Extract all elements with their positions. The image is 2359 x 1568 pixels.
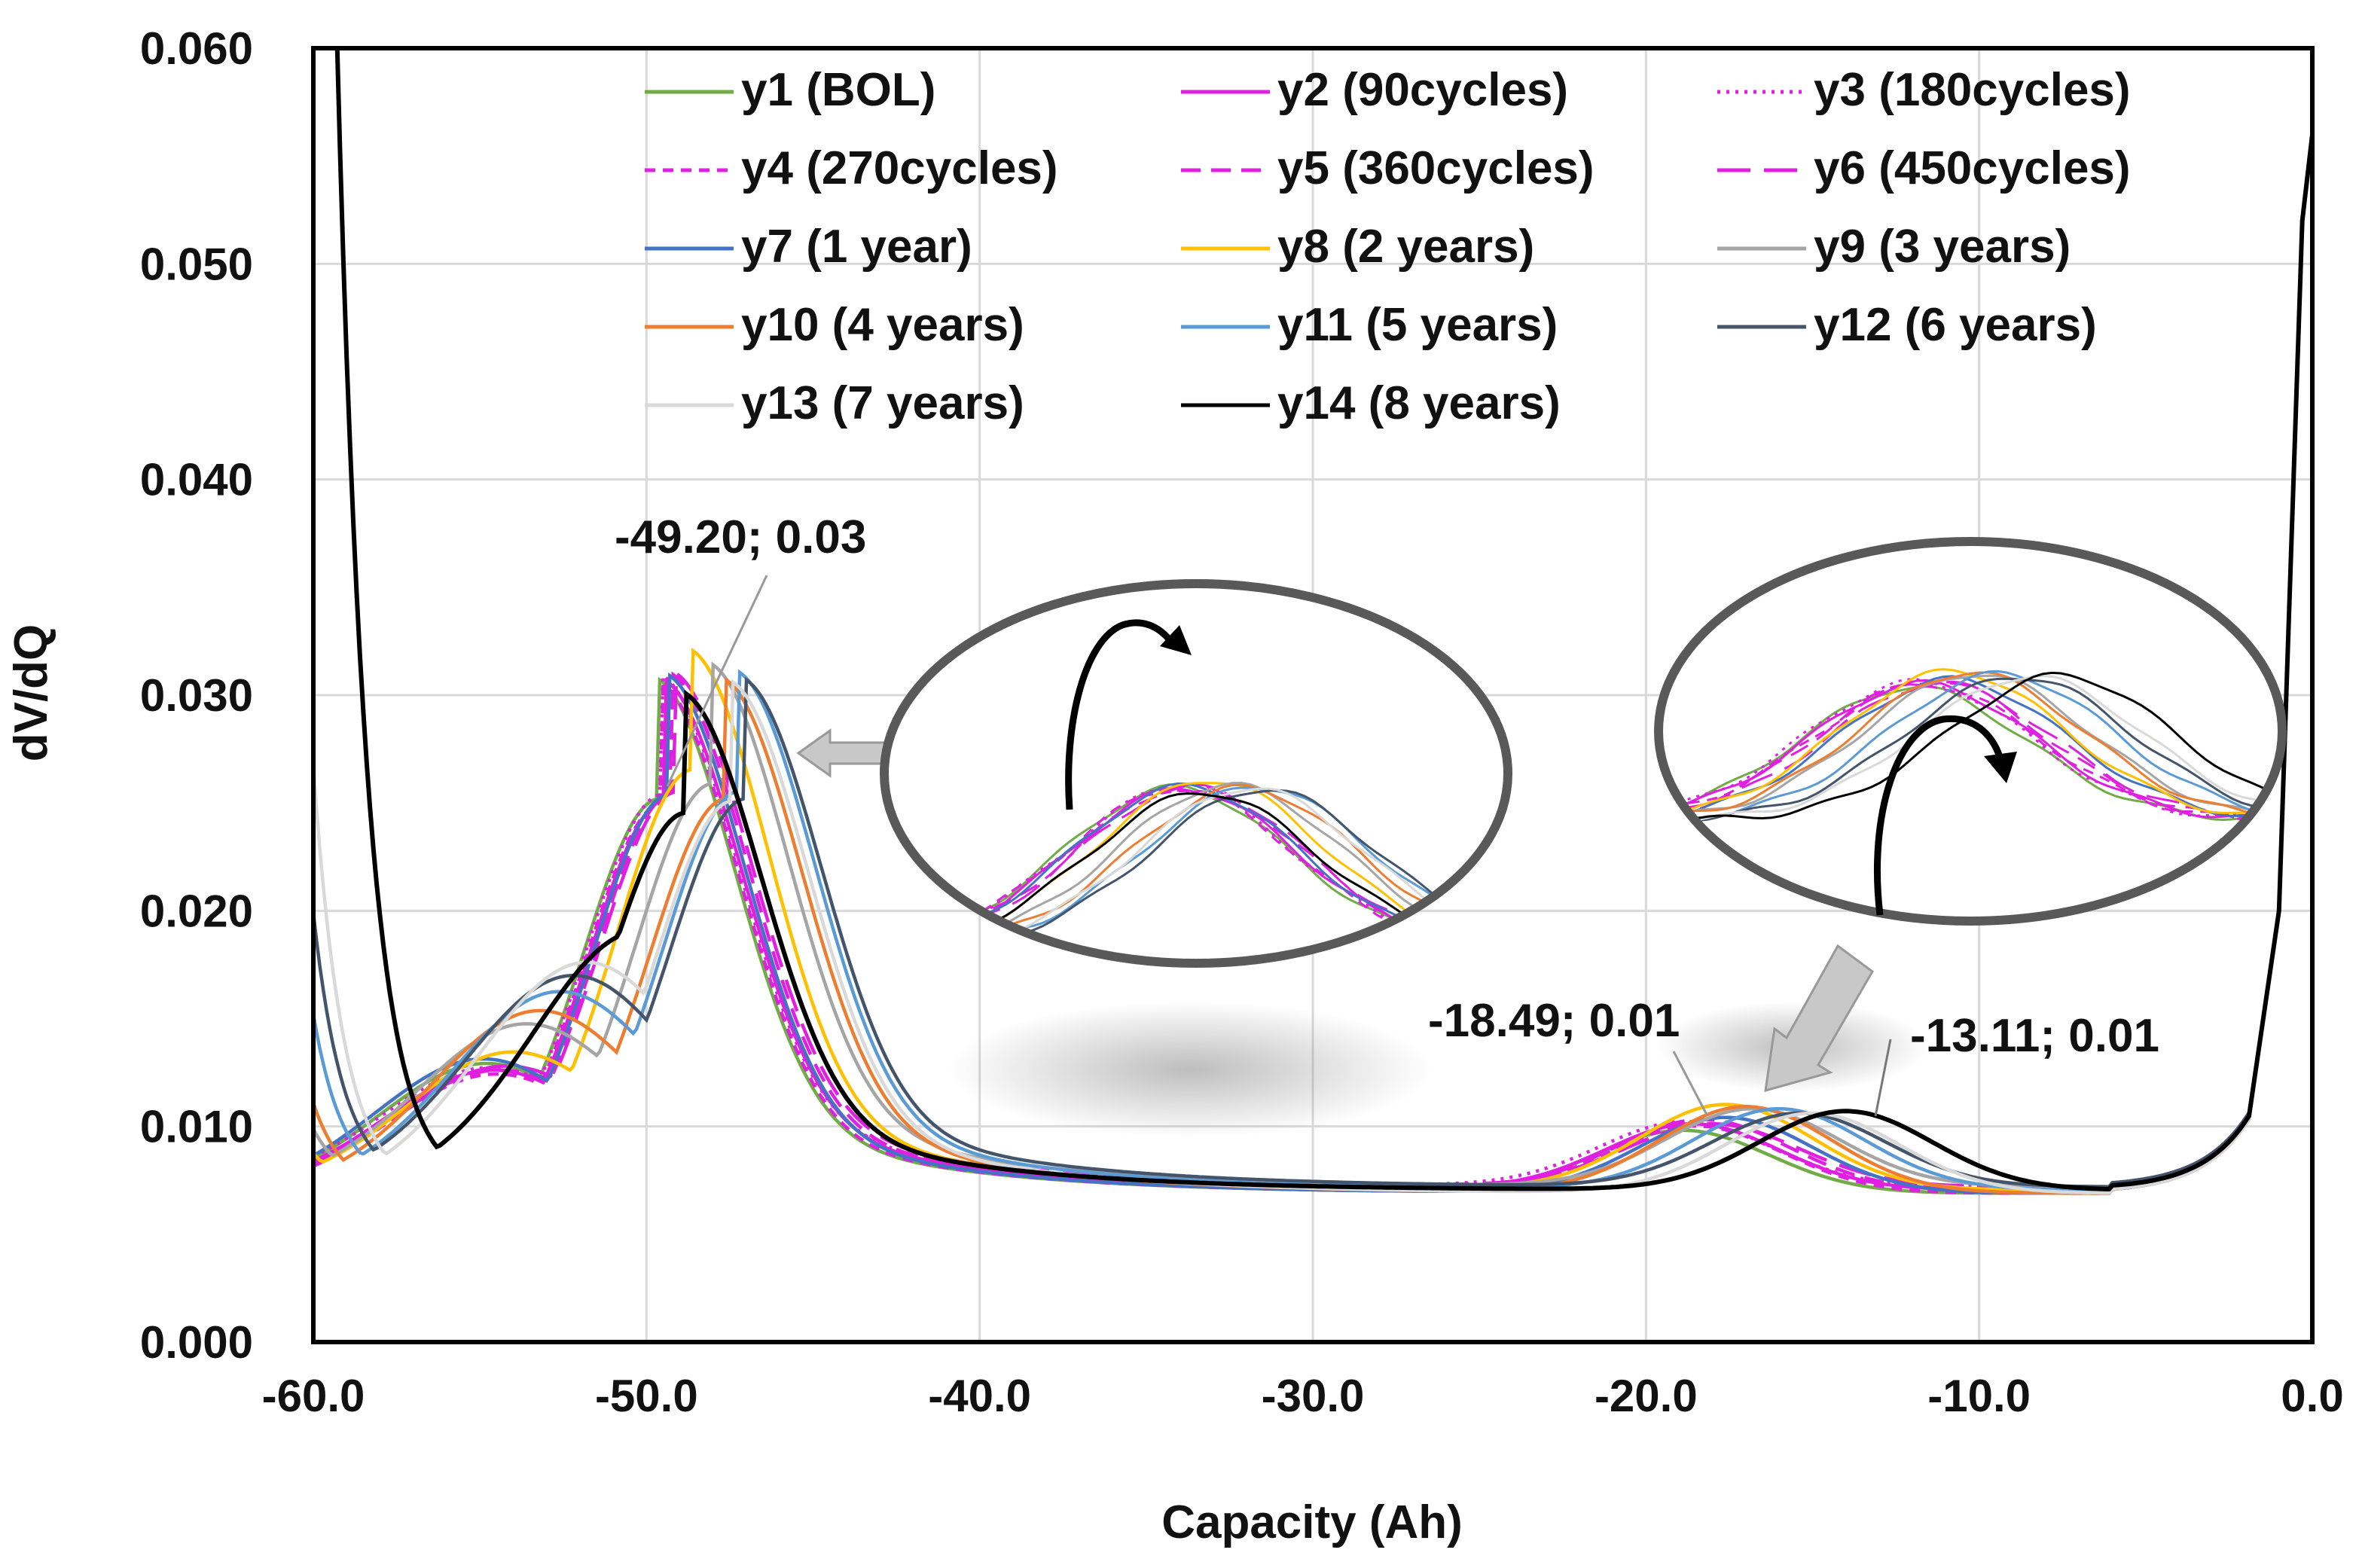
x-tick-label: -10.0 bbox=[1927, 1371, 2031, 1421]
legend-label: y11 (5 years) bbox=[1277, 299, 1558, 351]
legend-label: y14 (8 years) bbox=[1277, 377, 1561, 429]
annotation-leader bbox=[1672, 1051, 1708, 1115]
annotation-label: -13.11; 0.01 bbox=[1910, 1010, 2159, 1062]
y-tick-label: 0.060 bbox=[140, 23, 253, 74]
inset-series-line bbox=[1659, 671, 2282, 821]
y-tick-label: 0.030 bbox=[140, 670, 253, 721]
inset-series-line bbox=[1659, 671, 2282, 825]
inset-series-line bbox=[1659, 683, 2282, 823]
y-ticks: 0.000 0.010 0.020 0.030 0.040 0.050 0.060 bbox=[140, 23, 253, 1368]
x-tick-label: -60.0 bbox=[262, 1371, 365, 1421]
legend-label: y7 (1 year) bbox=[741, 221, 972, 273]
series-lines bbox=[313, 48, 2312, 1195]
inset-series-line bbox=[1659, 678, 2282, 824]
left-arrow-icon bbox=[796, 728, 887, 778]
plot-frame bbox=[311, 46, 2315, 1344]
legend-label: y9 (3 years) bbox=[1814, 221, 2071, 273]
x-tick-label: -50.0 bbox=[595, 1371, 698, 1421]
annotation-label: -49.20; 0.03 bbox=[615, 511, 866, 563]
x-axis-title: Capacity (Ah) bbox=[1161, 1496, 1463, 1548]
legend-label: y10 (4 years) bbox=[741, 299, 1024, 351]
legend-label: y3 (180cycles) bbox=[1814, 64, 2131, 116]
legend-label: y4 (270cycles) bbox=[741, 142, 1058, 194]
y-axis-title: dV/dQ bbox=[5, 624, 57, 762]
curved-arrow-head bbox=[1160, 625, 1192, 655]
down-left-arrow-icon bbox=[1764, 944, 1874, 1093]
y-tick-label: 0.010 bbox=[140, 1102, 253, 1152]
legend-label: y5 (360cycles) bbox=[1277, 142, 1595, 194]
inset-series-line bbox=[1659, 668, 2282, 820]
x-tick-label: -30.0 bbox=[1262, 1371, 1365, 1421]
legend-label: y1 (BOL) bbox=[741, 64, 935, 116]
inset-frame-2 bbox=[1654, 537, 2287, 926]
x-ticks: -60.0 -50.0 -40.0 -30.0 -20.0 -10.0 0.0 bbox=[262, 1371, 2344, 1421]
inset-series-line bbox=[1659, 674, 2282, 823]
inset-peak-2 bbox=[1654, 537, 2287, 1093]
curved-arrow-head bbox=[1984, 752, 2017, 783]
inset-frame-1 bbox=[880, 579, 1512, 968]
inset-series-line bbox=[1659, 677, 2282, 822]
legend: y1 (BOL) y2 (90cycles) y3 (180cycles) y4 (2… bbox=[645, 64, 2131, 429]
inset-series-line bbox=[1659, 670, 2282, 819]
legend-label: y2 (90cycles) bbox=[1277, 64, 1568, 116]
annotation-leader bbox=[666, 575, 768, 787]
legend-label: y8 (2 years) bbox=[1277, 221, 1534, 273]
legend-label: y6 (450cycles) bbox=[1814, 142, 2131, 194]
y-tick-label: 0.000 bbox=[140, 1317, 253, 1368]
annotations: -49.20; 0.03 -18.49; 0.01 -13.11; 0.01 bbox=[615, 511, 2159, 1117]
y-tick-label: 0.050 bbox=[140, 239, 253, 289]
x-tick-label: -20.0 bbox=[1595, 1371, 1698, 1421]
y-tick-label: 0.040 bbox=[140, 455, 253, 505]
x-tick-label: -40.0 bbox=[928, 1371, 1031, 1421]
series-line bbox=[334, 48, 2312, 1192]
curved-arrow-icon bbox=[1065, 619, 1178, 810]
annotation-label: -18.49; 0.01 bbox=[1428, 995, 1680, 1047]
curved-arrow-icon bbox=[1874, 715, 2003, 916]
inset-peak-1 bbox=[796, 579, 1512, 968]
legend-label: y13 (7 years) bbox=[741, 377, 1024, 429]
annotation-leader bbox=[1874, 1039, 1892, 1117]
x-tick-label: 0.0 bbox=[2281, 1371, 2343, 1421]
legend-label: y12 (6 years) bbox=[1814, 299, 2097, 351]
y-tick-label: 0.020 bbox=[140, 886, 253, 936]
